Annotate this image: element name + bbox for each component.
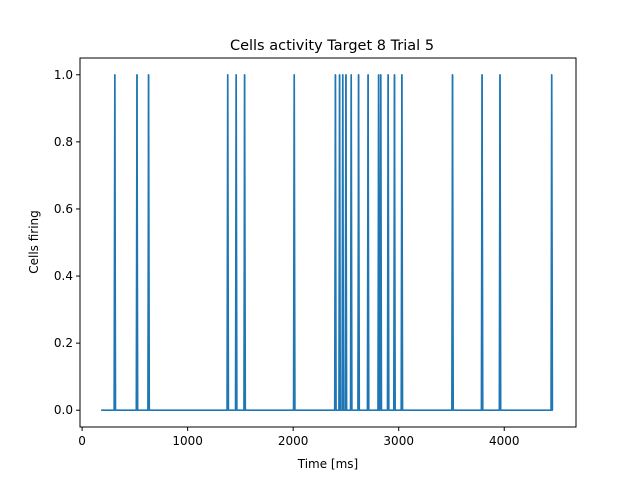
x-axis: 0 1000 2000 3000 4000 [78,427,520,448]
x-tick-label: 2000 [278,434,309,448]
y-tick-label: 1.0 [54,68,73,82]
x-tick-label: 1000 [172,434,203,448]
y-tick-label: 0.0 [54,403,73,417]
x-tick-label: 4000 [489,434,520,448]
series-path [101,73,554,412]
y-axis-title: Cells firing [27,210,41,274]
plot-frame [79,57,577,428]
y-axis: 0.0 0.2 0.4 0.6 0.8 1.0 [54,68,80,417]
x-tick-label: 3000 [383,434,414,448]
y-tick-label: 0.2 [54,336,73,350]
y-tick-label: 0.8 [54,135,73,149]
y-tick-label: 0.4 [54,269,73,283]
series-line [101,73,554,412]
x-tick-label: 0 [78,434,86,448]
x-axis-title: Time [ms] [297,457,359,471]
y-tick-label: 0.6 [54,202,73,216]
chart-title: Cells activity Target 8 Trial 5 [230,38,434,54]
